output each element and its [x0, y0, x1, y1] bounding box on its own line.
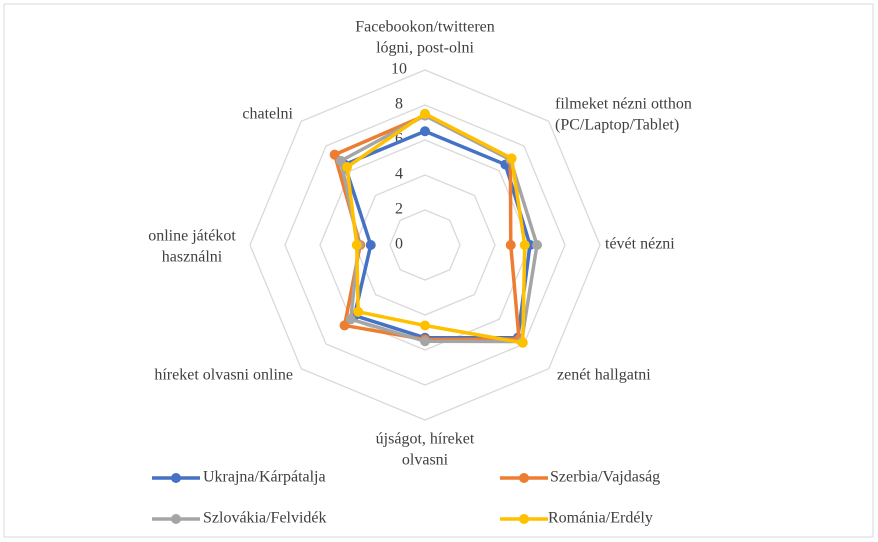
axis-label: tévét nézni [605, 236, 675, 253]
tick-label: 0 [395, 236, 403, 253]
tick-label: 6 [395, 131, 403, 148]
axis-label: zenét hallgatni [557, 367, 651, 384]
marker [532, 240, 542, 250]
marker [339, 320, 350, 331]
marker [420, 126, 430, 137]
grid-line [354, 174, 496, 316]
chart-frame [3, 3, 874, 538]
legend-marker [519, 514, 529, 524]
axis-label: híreket olvasni online [154, 367, 293, 384]
axis-label: lógni, post-olni [376, 40, 474, 57]
tick-label: 2 [395, 201, 403, 218]
marker [345, 314, 356, 325]
legend-label: Románia/Erdély [548, 510, 653, 527]
axis-label: (PC/Laptop/Tablet) [555, 117, 679, 134]
axis-label: használni [162, 249, 223, 266]
legend-label: Szerbia/Vajdaság [550, 469, 660, 486]
tick-label: 4 [395, 166, 403, 183]
marker [342, 162, 353, 173]
marker [420, 108, 430, 119]
marker [329, 149, 340, 160]
legend-marker [519, 473, 529, 483]
marker [353, 306, 364, 317]
marker [517, 337, 528, 348]
legend-marker [171, 514, 181, 524]
axis-label: Facebookon/twitteren [355, 19, 495, 36]
marker [505, 240, 516, 250]
marker [506, 153, 517, 164]
axis-label: online játékot [148, 228, 236, 245]
marker [365, 240, 376, 250]
marker [519, 240, 530, 250]
tick-label: 10 [391, 61, 407, 78]
legend-marker [171, 473, 181, 483]
grid-line [389, 209, 461, 281]
axis-label: filmeket nézni otthon [555, 96, 692, 113]
marker [335, 155, 346, 166]
grid-line [284, 104, 566, 386]
axis-label: olvasni [402, 452, 449, 469]
marker [420, 320, 430, 331]
marker [420, 336, 430, 347]
legend-label: Ukrajna/Kárpátalja [203, 469, 326, 486]
tick-label: 8 [395, 96, 403, 113]
grid-line [249, 69, 601, 421]
marker [351, 240, 362, 250]
legend-label: Szlovákia/Felvidék [203, 510, 327, 527]
axis-label: újságot, híreket [376, 431, 475, 448]
axis-label: chatelni [242, 106, 293, 123]
